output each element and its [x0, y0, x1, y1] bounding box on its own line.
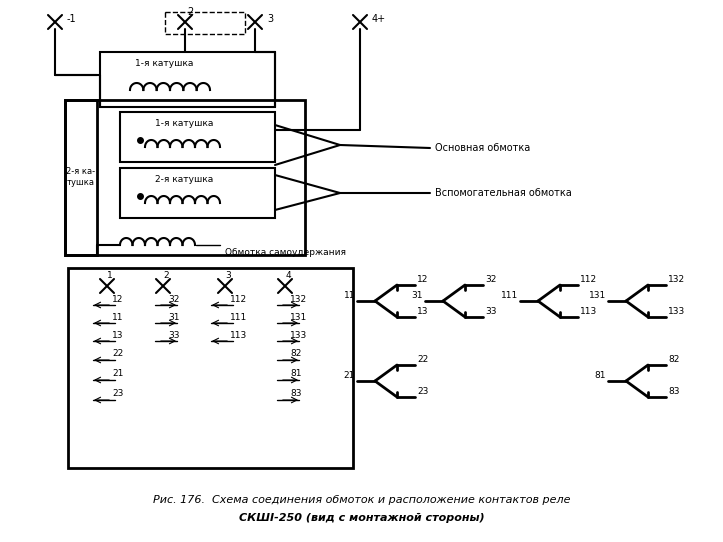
Text: -1: -1: [67, 14, 77, 24]
Text: 4: 4: [285, 270, 291, 280]
Text: 23: 23: [417, 388, 428, 397]
Text: 1-я катушка: 1-я катушка: [155, 119, 213, 128]
Text: 23: 23: [112, 390, 124, 398]
Text: 81: 81: [594, 371, 606, 380]
Text: 31: 31: [168, 313, 179, 321]
Text: 2-я катушка: 2-я катушка: [155, 176, 213, 184]
Text: 22: 22: [417, 356, 428, 365]
Text: 21: 21: [112, 370, 124, 378]
Text: 12: 12: [417, 275, 428, 285]
Text: 81: 81: [290, 370, 301, 378]
Text: 12: 12: [112, 294, 124, 304]
Bar: [120, 168, 275, 218]
Text: 131: 131: [589, 292, 606, 300]
Text: 111: 111: [501, 292, 518, 300]
Text: 133: 133: [668, 307, 685, 317]
Text: 3: 3: [267, 14, 273, 24]
Bar: [100, 52, 275, 107]
Text: 32: 32: [485, 275, 497, 285]
Text: 82: 82: [668, 356, 680, 365]
Text: 13: 13: [417, 307, 429, 317]
Text: 11: 11: [112, 313, 124, 321]
Text: 111: 111: [230, 313, 247, 321]
Text: 113: 113: [230, 331, 247, 339]
Bar: [65, 100, 305, 255]
Text: 132: 132: [290, 294, 307, 304]
Text: 112: 112: [580, 275, 597, 285]
Bar: [65, 100, 97, 255]
Text: 112: 112: [230, 294, 247, 304]
Text: 31: 31: [411, 292, 423, 300]
Bar: [165, 12, 245, 34]
Text: 33: 33: [485, 307, 497, 317]
Text: 13: 13: [112, 331, 124, 339]
Text: Вспомогательная обмотка: Вспомогательная обмотка: [435, 188, 572, 198]
Text: 1-я катушка: 1-я катушка: [135, 60, 193, 68]
Text: 2-я ка-
тушка: 2-я ка- тушка: [67, 167, 95, 186]
Text: 133: 133: [290, 331, 307, 339]
Text: 22: 22: [112, 350, 123, 358]
Text: 1: 1: [107, 270, 113, 280]
Text: 2: 2: [163, 270, 168, 280]
Text: 132: 132: [668, 275, 685, 285]
Text: 33: 33: [168, 331, 179, 339]
Text: 4+: 4+: [372, 14, 386, 24]
Text: СКШI-250 (вид с монтажной стороны): СКШI-250 (вид с монтажной стороны): [239, 513, 485, 523]
Text: 21: 21: [343, 371, 355, 380]
Text: 131: 131: [290, 313, 307, 321]
Text: Обмотка самоудержания: Обмотка самоудержания: [225, 248, 346, 257]
Text: 3: 3: [225, 270, 231, 280]
Bar: [68, 268, 353, 468]
Text: 2: 2: [187, 7, 193, 17]
Text: 83: 83: [668, 388, 680, 397]
Text: 82: 82: [290, 350, 301, 358]
Text: 11: 11: [343, 292, 355, 300]
Bar: [120, 112, 275, 162]
Text: 113: 113: [580, 307, 597, 317]
Text: 83: 83: [290, 390, 301, 398]
Text: Рис. 176.  Схема соединения обмоток и расположение контактов реле: Рис. 176. Схема соединения обмоток и рас…: [153, 495, 570, 505]
Text: 32: 32: [168, 294, 179, 304]
Text: Основная обмотка: Основная обмотка: [435, 143, 530, 153]
